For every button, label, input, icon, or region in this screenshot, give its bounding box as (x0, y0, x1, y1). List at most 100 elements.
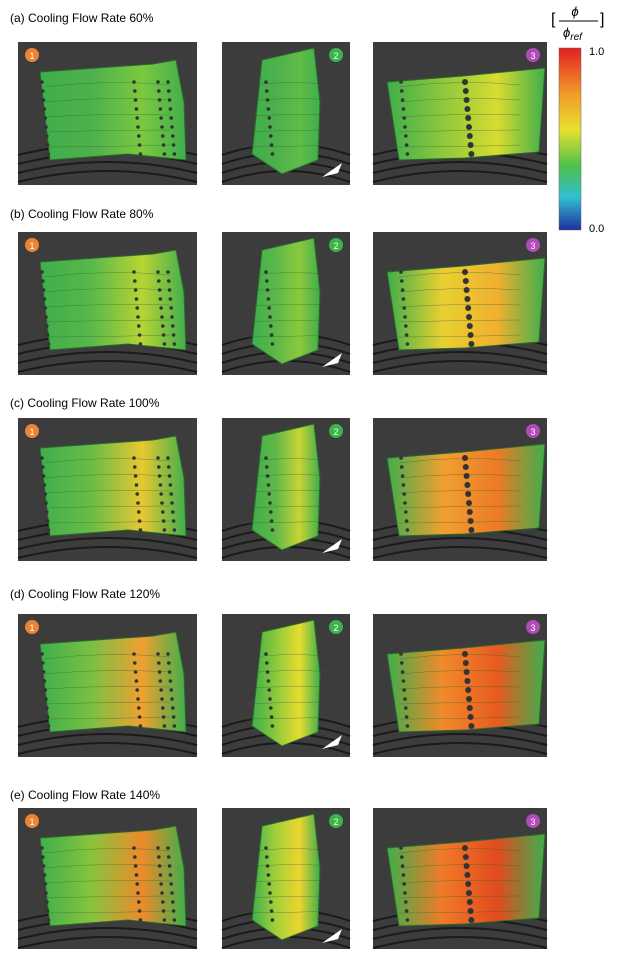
contour-line (399, 880, 521, 884)
cooling-hole (133, 89, 137, 93)
badge-label: 3 (530, 623, 535, 633)
cooling-hole (269, 706, 273, 710)
contour-line (44, 129, 171, 133)
cooling-hole (160, 315, 164, 319)
contour-line (241, 654, 331, 660)
row: (e) Cooling Flow Rate 140% 1 2 3 (10, 788, 548, 951)
cooling-hole (168, 107, 173, 111)
platform-curve (17, 537, 198, 550)
contour-line (241, 686, 331, 690)
cooling-hole (172, 918, 177, 922)
panel: 1 (17, 808, 198, 951)
cooling-hole (171, 510, 175, 514)
cooling-hole (45, 333, 50, 337)
panel: 2 (221, 232, 351, 375)
cooling-hole (158, 483, 163, 487)
contour-line (44, 716, 171, 720)
cooling-hole (138, 342, 143, 346)
cooling-hole (167, 89, 171, 93)
cooling-hole (462, 854, 469, 860)
cooling-hole (401, 107, 406, 111)
cooling-hole (160, 891, 164, 895)
cooling-hole (402, 492, 406, 496)
contour-line (241, 848, 331, 854)
cooling-hole (157, 98, 162, 102)
badge (526, 620, 540, 634)
cooling-hole (168, 873, 173, 877)
cooling-hole (171, 519, 176, 523)
platform-curve (17, 161, 198, 174)
cooling-hole (265, 279, 269, 283)
cooling-hole (41, 855, 45, 859)
cooling-hole (170, 891, 174, 895)
blade-surface (39, 631, 187, 733)
cooling-hole (137, 706, 141, 710)
blade-surface (39, 249, 187, 351)
contour-line (44, 144, 171, 148)
panel: 3 (372, 418, 548, 561)
cooling-hole (135, 492, 139, 496)
contour-line (241, 82, 331, 88)
contour-line (44, 334, 171, 338)
cooling-hole (41, 279, 45, 283)
cooling-hole (167, 855, 171, 859)
contour-line (399, 82, 521, 88)
cooling-hole (167, 288, 172, 292)
cooling-hole (162, 152, 167, 156)
blade-surface (251, 423, 321, 551)
contour-line (399, 654, 521, 660)
cooling-hole (400, 279, 404, 283)
contour-line (399, 114, 521, 118)
contour-line (44, 458, 171, 464)
cooling-hole (161, 519, 166, 523)
cooling-hole (169, 882, 173, 886)
cooling-hole (158, 679, 163, 683)
cooling-hole (161, 909, 166, 913)
cooling-hole (168, 297, 173, 301)
cooling-hole (403, 125, 407, 129)
cooling-hole (268, 891, 272, 895)
cooling-hole (161, 706, 165, 710)
reflection (322, 353, 342, 367)
cooling-hole (466, 314, 472, 320)
contour-line (399, 520, 521, 524)
colorbar-numerator: ϕ (571, 4, 578, 19)
cooling-hole (132, 846, 136, 850)
cooling-hole (462, 88, 469, 94)
contour-line (241, 701, 331, 705)
colorbar-scale (558, 47, 582, 231)
cooling-hole (400, 474, 405, 478)
cooling-hole (265, 661, 269, 665)
cooling-hole (137, 519, 142, 523)
platform-curve (372, 742, 548, 755)
cooling-hole (265, 288, 270, 292)
cooling-hole (405, 342, 410, 346)
cooling-hole (137, 333, 142, 337)
cooling-hole (133, 465, 137, 469)
cooling-hole (400, 661, 404, 665)
badge-label: 2 (333, 241, 338, 251)
cooling-hole (138, 724, 143, 728)
cooling-hole (269, 909, 274, 913)
cooling-hole (463, 669, 470, 675)
contour-line (44, 686, 171, 690)
contour-line (399, 458, 521, 464)
cooling-hole (45, 519, 50, 523)
cooling-hole (167, 661, 171, 665)
platform-curve (372, 351, 548, 364)
cooling-hole (466, 124, 472, 130)
cooling-hole (171, 900, 175, 904)
badge (329, 48, 343, 62)
badge (526, 424, 540, 438)
cooling-hole (132, 652, 136, 656)
blade-surface (251, 47, 321, 175)
cooling-hole (167, 98, 172, 102)
contour-line (44, 319, 171, 323)
cooling-hole (268, 697, 272, 701)
row: (d) Cooling Flow Rate 120% 1 2 3 (10, 587, 548, 757)
cooling-hole (171, 324, 175, 328)
cooling-hole (269, 510, 273, 514)
cooling-hole (134, 483, 139, 487)
cooling-hole (161, 134, 165, 138)
